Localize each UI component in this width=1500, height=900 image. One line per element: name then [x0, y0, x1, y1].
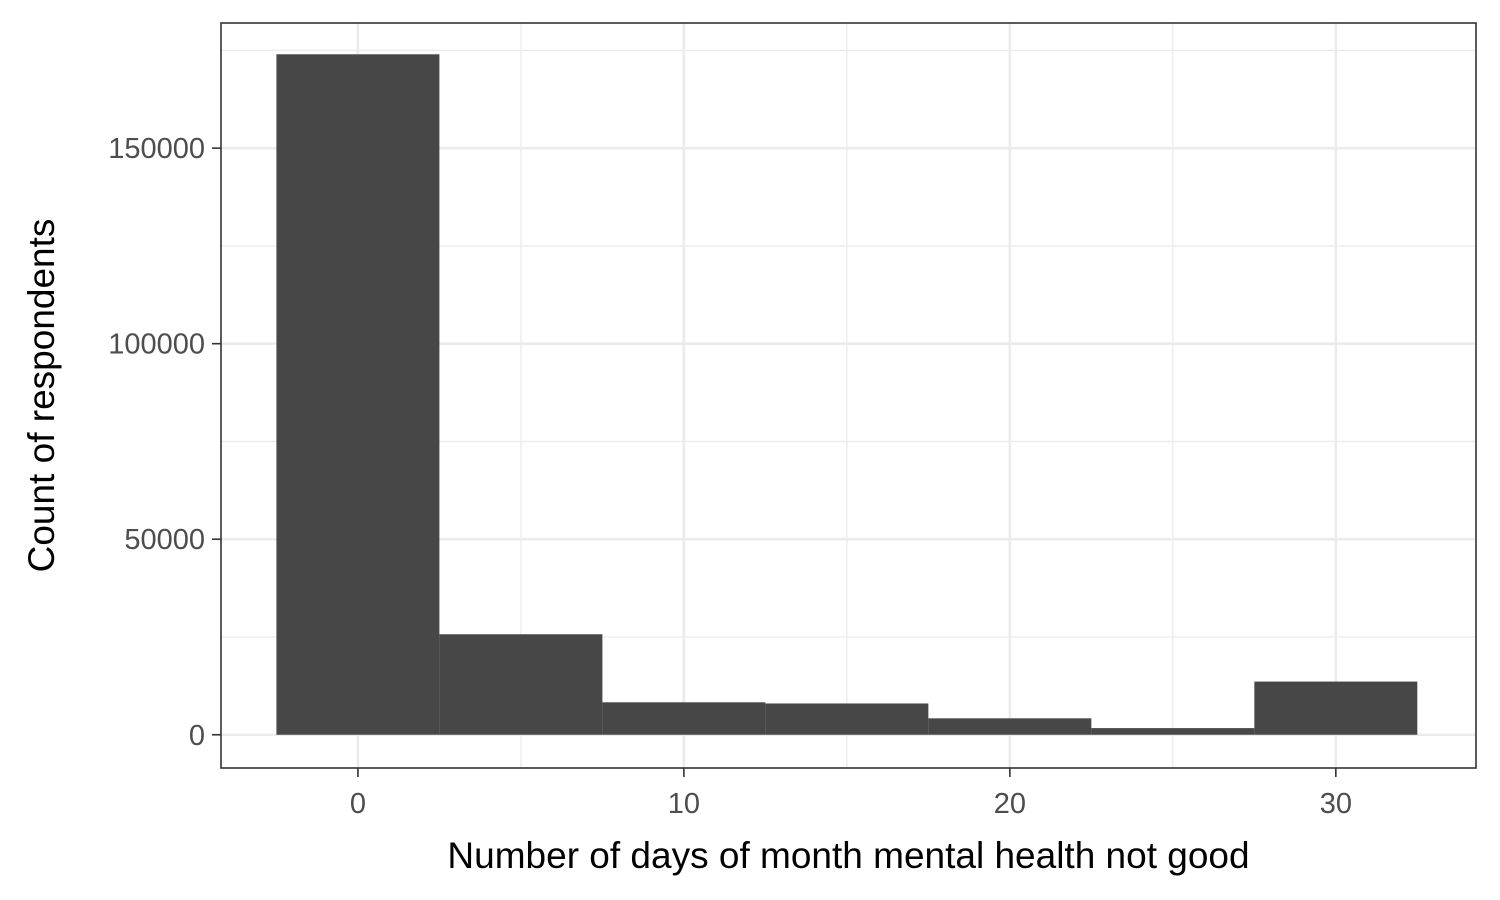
- plot-panel-border: [220, 22, 1477, 769]
- x-axis-ticks: 0 10 20 30: [350, 768, 1352, 820]
- histogram-bars: [276, 54, 1418, 735]
- histogram-bar: [439, 634, 603, 735]
- y-axis-ticks: 0 50000 100000 150000: [108, 133, 221, 752]
- x-tick-label: 0: [350, 788, 366, 820]
- x-tick-label: 20: [994, 788, 1026, 820]
- y-axis-title: Count of respondents: [21, 219, 62, 573]
- histogram-bar: [928, 718, 1092, 735]
- histogram-bar: [602, 702, 766, 735]
- y-tick-label: 100000: [108, 329, 205, 361]
- histogram-bar: [276, 54, 440, 735]
- y-tick-label: 150000: [108, 133, 205, 165]
- histogram-bar: [1091, 728, 1255, 735]
- x-tick-label: 30: [1320, 788, 1352, 820]
- histogram-bar: [1254, 681, 1418, 735]
- y-tick-label: 0: [189, 720, 205, 752]
- histogram-bar: [765, 703, 929, 735]
- x-axis-title: Number of days of month mental health no…: [447, 835, 1249, 876]
- x-tick-label: 10: [668, 788, 700, 820]
- y-tick-label: 50000: [124, 524, 205, 556]
